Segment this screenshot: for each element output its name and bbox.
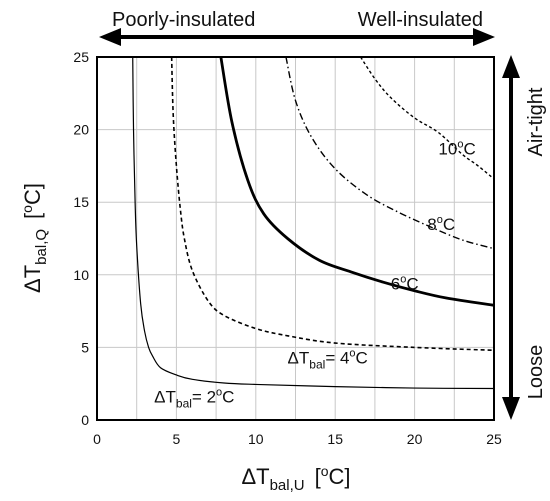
y-tick-label: 20 <box>73 122 89 138</box>
curve-label-unit: C <box>222 388 234 407</box>
y-tick-label: 10 <box>73 267 89 283</box>
y-axis-label-unit-open: [ <box>20 213 45 219</box>
series-line-2 <box>219 57 494 307</box>
tick-labels: 0 5 10 15 20 25 0 5 10 15 20 25 <box>73 49 502 447</box>
top-arrow-right-label: Well-insulated <box>358 9 483 31</box>
y-tick-label: 0 <box>81 412 89 428</box>
y-tick-label: 5 <box>81 339 89 355</box>
curve-label-unit: C <box>356 348 368 367</box>
x-tick-label: 10 <box>248 431 264 447</box>
y-axis-label-sub: bal,Q <box>33 229 50 265</box>
x-axis-label: ΔTbal,U [oC] <box>241 463 350 494</box>
x-tick-label: 15 <box>327 431 343 447</box>
curve-label-sub: bal <box>176 397 192 411</box>
curve-label-sup: o <box>400 273 406 285</box>
curve-label-sup: o <box>349 347 355 359</box>
y-axis-label-unit-sup: o <box>19 205 35 213</box>
x-tick-label: 20 <box>407 431 423 447</box>
curve-label-sup: o <box>457 138 463 150</box>
top-arrow: Poorly-insulated Well-insulated <box>99 9 495 46</box>
curve-label-0: ΔTbal= 2oC <box>154 387 234 411</box>
right-arrow-bottom-head <box>502 397 520 420</box>
curve-label-unit: C <box>443 215 455 234</box>
curve-label-4: 10oC <box>438 138 475 158</box>
series-line-3 <box>285 57 494 250</box>
right-arrow: Air-tight Loose <box>502 55 547 420</box>
curve-label-value: = 2 <box>192 388 216 407</box>
x-axis-label-sub: bal,U <box>270 477 305 494</box>
curve-label-unit: C <box>406 274 418 293</box>
curve-label-value: 6 <box>391 274 400 293</box>
curve-label-value: = 4 <box>325 348 349 367</box>
curve-label-value: 10 <box>438 139 457 158</box>
right-arrow-bottom-label: Loose <box>525 345 547 400</box>
curve-label-2: 6oC <box>391 273 419 293</box>
right-arrow-top-head <box>502 55 520 78</box>
x-tick-label: 25 <box>486 431 502 447</box>
x-tick-label: 0 <box>93 431 101 447</box>
x-axis-label-unit-sup: o <box>321 463 329 479</box>
curve-label-prefix: ΔT <box>288 348 310 367</box>
x-axis-label-unit-open: [ <box>315 464 321 489</box>
x-tick-label: 5 <box>173 431 181 447</box>
curve-label-sup: o <box>216 387 222 399</box>
curve-label-sub: bal <box>309 357 325 371</box>
series-line-0 <box>132 57 494 390</box>
curve-label-3: 8oC <box>427 214 455 234</box>
curve-label-unit: C <box>463 139 475 158</box>
y-axis-label: ΔTbal,Q [oC] <box>19 183 50 293</box>
top-arrow-left-label: Poorly-insulated <box>112 9 255 31</box>
y-axis-label-unit-rest: C] <box>20 183 45 205</box>
curve-label-value: 8 <box>427 215 436 234</box>
curves <box>132 57 494 390</box>
y-tick-label: 25 <box>73 49 89 65</box>
curve-label-sup: o <box>437 214 443 226</box>
x-axis-label-unit-rest: C] <box>329 464 351 489</box>
series-line-4 <box>360 57 494 180</box>
curve-label-prefix: ΔT <box>154 388 176 407</box>
top-arrow-left-head <box>99 28 121 46</box>
y-tick-label: 15 <box>73 194 89 210</box>
plot-frame <box>96 56 495 421</box>
series-line-1 <box>170 57 494 352</box>
top-arrow-right-head <box>473 28 495 46</box>
right-arrow-top-label: Air-tight <box>525 87 547 156</box>
curve-label-1: ΔTbal= 4oC <box>288 347 368 371</box>
x-axis-label-prefix: ΔT <box>241 464 269 489</box>
y-axis-label-prefix: ΔT <box>20 265 45 293</box>
